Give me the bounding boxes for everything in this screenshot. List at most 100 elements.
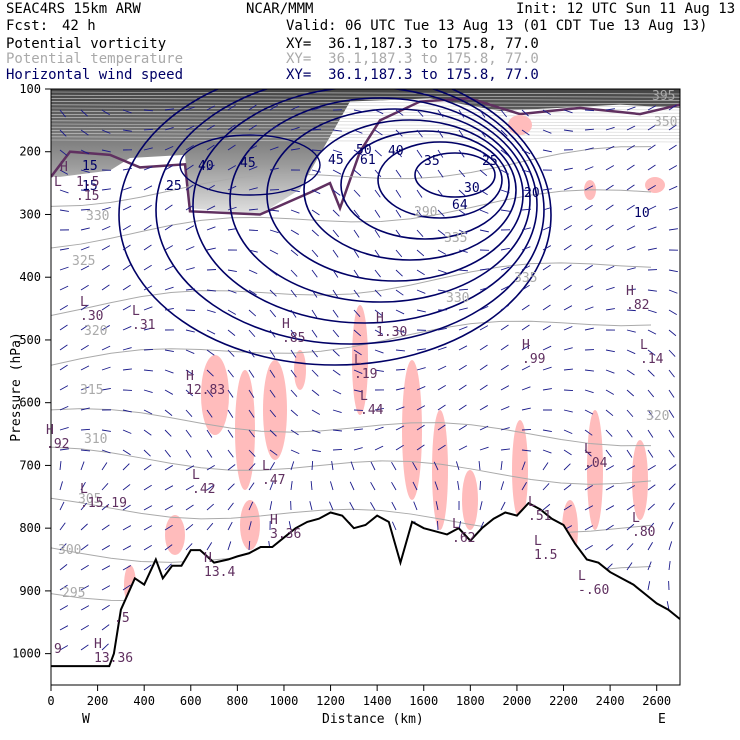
wind-vector xyxy=(563,205,573,211)
wind-vector xyxy=(248,249,258,253)
wind-vector xyxy=(605,369,615,374)
wind-vector xyxy=(563,504,572,511)
y-tick-label: 600 xyxy=(19,396,41,410)
wind-vector xyxy=(269,209,279,212)
wind-vector xyxy=(521,265,531,271)
wind-vector xyxy=(626,543,634,551)
wind-vector xyxy=(122,409,132,413)
wind-vector xyxy=(668,185,678,191)
pv-extremum-marker: H .92 xyxy=(46,424,69,452)
wind-vector xyxy=(416,149,423,158)
wind-vector xyxy=(500,324,509,331)
x-tick-label: 2000 xyxy=(502,694,531,708)
wind-vector xyxy=(353,189,361,197)
wind-vector xyxy=(206,184,215,191)
wind-vector xyxy=(353,229,360,238)
pv-extremum-value: .62 xyxy=(452,531,476,546)
wind-vector xyxy=(59,427,69,431)
wind-vector xyxy=(395,309,405,315)
wind-vector xyxy=(521,304,530,311)
wind-vector xyxy=(311,149,322,152)
theta-contour xyxy=(51,189,652,250)
wind-vector xyxy=(458,404,467,411)
wind-vector xyxy=(374,369,384,372)
wind-vector xyxy=(269,462,276,471)
wind-vector xyxy=(353,389,363,393)
wind-vector xyxy=(332,429,342,432)
wind-vector xyxy=(647,124,656,131)
pv-positive-region xyxy=(512,420,528,520)
wind-vector xyxy=(479,364,488,371)
wind-vector xyxy=(563,347,573,351)
wind-vector xyxy=(332,389,342,395)
wind-vector xyxy=(478,461,481,471)
wind-vector xyxy=(288,521,292,531)
wind-vector xyxy=(206,503,215,511)
wind-vector xyxy=(59,169,69,175)
wind-vector xyxy=(479,305,489,311)
wind-vector xyxy=(668,409,675,418)
wind-vector xyxy=(59,645,69,651)
wind-vector xyxy=(374,149,382,157)
wind-vector xyxy=(59,625,69,631)
wind-vector xyxy=(668,165,678,171)
wind-vector xyxy=(290,269,298,277)
wind-vector xyxy=(143,264,152,271)
wind-vector xyxy=(500,385,510,391)
wind-vector xyxy=(437,109,444,118)
wind-vector xyxy=(500,364,509,371)
wind-vector xyxy=(395,289,404,296)
theta-label: 295 xyxy=(62,586,86,601)
wind-vector xyxy=(206,522,214,531)
wind-vector xyxy=(227,309,237,315)
wind-vector xyxy=(457,481,460,491)
wind-vector xyxy=(542,109,551,116)
wind-vector xyxy=(500,481,505,491)
wind-vector xyxy=(143,224,152,231)
y-axis-title: Pressure (hPa) xyxy=(8,332,24,442)
pv-extremum-value: 13.4 xyxy=(204,565,236,580)
wind-vector xyxy=(122,186,132,191)
wind-vector xyxy=(521,407,531,411)
wind-vector xyxy=(332,149,342,154)
wind-vector xyxy=(458,249,468,253)
wind-vector xyxy=(248,229,259,232)
wind-vector xyxy=(563,224,572,231)
x-tick-label: 2600 xyxy=(642,694,671,708)
wind-vector xyxy=(563,244,572,251)
y-tick-label: 800 xyxy=(19,521,41,535)
wind-vector xyxy=(647,247,657,251)
wind-vector xyxy=(269,229,279,234)
wind-vector xyxy=(458,109,465,118)
wind-vector xyxy=(479,129,486,138)
wind-vector xyxy=(101,284,110,291)
wind-label: 10 xyxy=(634,206,650,221)
wind-vector xyxy=(290,189,300,193)
wind-vector xyxy=(143,327,153,331)
y-tick-label: 300 xyxy=(19,207,41,221)
wind-vector xyxy=(437,444,446,451)
wind-vector xyxy=(164,369,174,374)
wind-vector xyxy=(59,109,66,118)
wind-vector xyxy=(521,109,529,117)
pv-extremum-marker: H 13.4 xyxy=(204,552,235,580)
y-tick-label: 400 xyxy=(19,270,41,284)
wind-vector xyxy=(164,245,173,251)
wind-vector xyxy=(458,169,466,178)
wind-vector xyxy=(521,227,531,231)
pv-extremum-value: 3.36 xyxy=(270,527,302,542)
wind-vector xyxy=(290,389,298,398)
y-tick-label: 1000 xyxy=(12,647,41,661)
wind-vector xyxy=(59,584,68,591)
wind-vector xyxy=(395,169,402,178)
wind-vector xyxy=(206,464,215,471)
pv-positive-region xyxy=(402,360,422,500)
pv-extremum-marker: H 3.36 xyxy=(270,514,301,542)
wind-vector xyxy=(668,483,676,491)
wind-vector xyxy=(668,104,677,111)
wind-vector xyxy=(311,128,322,131)
pv-extremum-marker: .5 xyxy=(114,612,130,626)
wind-vector xyxy=(626,288,636,291)
pv-extremum-value: .15.19 xyxy=(80,496,127,511)
